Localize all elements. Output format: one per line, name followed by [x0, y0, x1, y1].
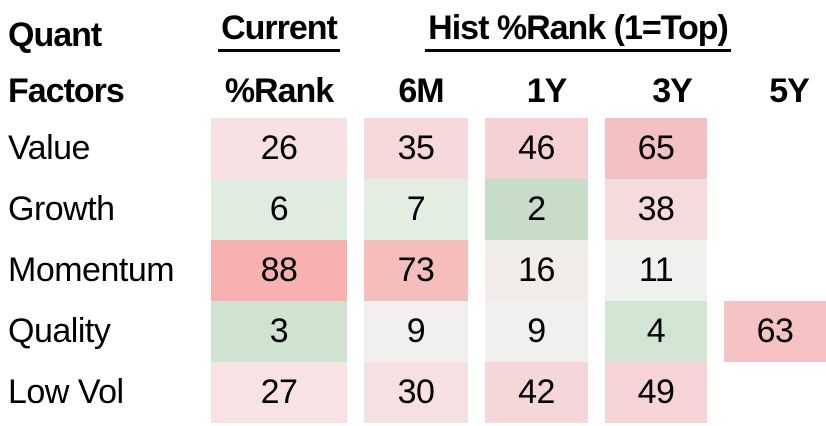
- heatmap-cell: 9: [485, 301, 588, 362]
- current-group-cell: Current: [211, 8, 347, 56]
- heatmap-cell: 27: [211, 362, 347, 423]
- column-header-5y: 5Y: [769, 72, 810, 110]
- heatmap-cell: 2: [485, 179, 588, 240]
- heatmap-cell: 6: [211, 179, 347, 240]
- row-label-quality: Quality: [8, 312, 111, 350]
- heatmap-cell: 46: [485, 118, 588, 179]
- heatmap-cell-empty: [724, 362, 826, 423]
- hist-group-cell: Hist %Rank (1=Top): [347, 8, 809, 56]
- heatmap-cell: 30: [364, 362, 468, 423]
- quant-title-line2: Factors: [8, 72, 125, 110]
- heatmap-cell: 73: [364, 240, 468, 301]
- heatmap-cell: 16: [485, 240, 588, 301]
- heatmap-cell: 38: [605, 179, 707, 240]
- heatmap-cell: 26: [211, 118, 347, 179]
- row-label-growth: Growth: [8, 190, 115, 228]
- column-header-1y: 1Y: [526, 72, 568, 110]
- heatmap-cell: 63: [724, 301, 826, 362]
- hist-group-header: Hist %Rank (1=Top): [425, 11, 731, 52]
- heatmap-cell: 4: [605, 301, 707, 362]
- row-group-title-line1-cell: Quant: [8, 8, 194, 56]
- heatmap-cell-empty: [724, 118, 826, 179]
- row-group-title-line2-cell: Factors: [8, 56, 194, 118]
- heatmap-cell: 42: [485, 362, 588, 423]
- column-header-current: %Rank: [224, 72, 334, 110]
- heatmap-cell-empty: [724, 240, 826, 301]
- heatmap-cell: 3: [211, 301, 347, 362]
- heatmap-cell: 35: [364, 118, 468, 179]
- row-label-momentum: Momentum: [8, 251, 175, 289]
- heatmap-cell: 65: [605, 118, 707, 179]
- heatmap-cell: 7: [364, 179, 468, 240]
- heatmap-cell: 11: [605, 240, 707, 301]
- row-label-value: Value: [8, 129, 90, 167]
- heatmap-cell: 88: [211, 240, 347, 301]
- column-header-3y: 3Y: [652, 72, 693, 110]
- heatmap-cell: 9: [364, 301, 468, 362]
- current-group-header: Current: [218, 11, 340, 52]
- heatmap-cell-empty: [724, 179, 826, 240]
- heatmap-cell: 49: [605, 362, 707, 423]
- quant-title-line1: Quant: [8, 16, 102, 54]
- row-label-low-vol: Low Vol: [8, 373, 124, 411]
- column-header-6m: 6M: [398, 72, 444, 110]
